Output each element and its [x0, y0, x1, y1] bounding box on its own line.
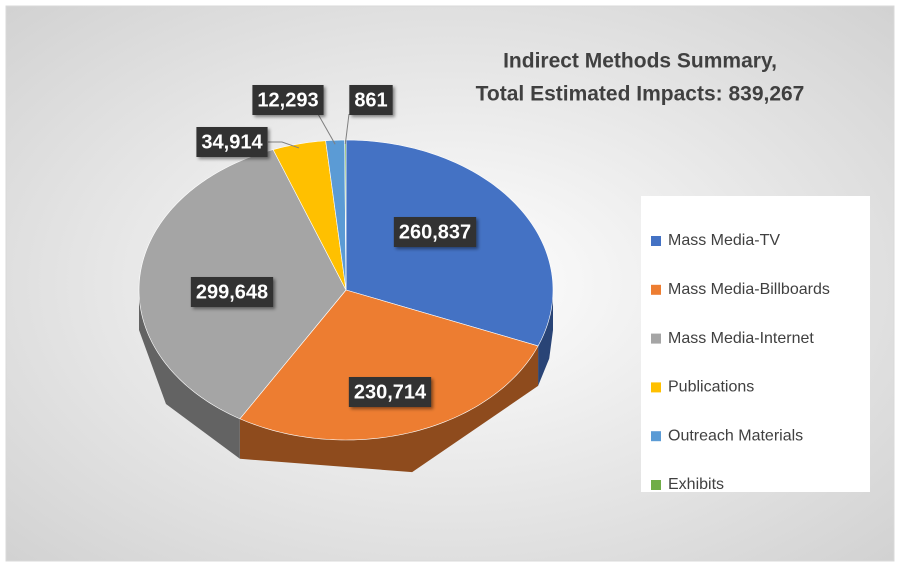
legend-swatch	[651, 284, 661, 295]
legend-box	[641, 196, 870, 492]
legend-label: Mass Media-Billboards	[668, 281, 830, 298]
legend-swatch	[651, 382, 661, 393]
leader-line	[317, 113, 336, 145]
pie-slice	[239, 289, 539, 441]
data-label-box	[190, 277, 274, 307]
data-label-box	[196, 127, 268, 157]
leader-line	[268, 141, 300, 149]
legend-swatch	[651, 333, 661, 344]
legend-swatch	[651, 480, 661, 490]
data-label: 12,293	[257, 89, 318, 111]
data-label: 299,648	[196, 281, 268, 303]
pie-slice-side	[538, 290, 553, 386]
legend-swatch	[651, 236, 661, 246]
pie-slice-side	[139, 290, 240, 459]
data-label: 861	[354, 89, 387, 111]
legend-label: Exhibits	[668, 476, 724, 493]
legend-label: Publications	[668, 379, 754, 396]
leader-line	[344, 113, 350, 145]
data-label: 230,714	[354, 381, 427, 403]
pie-slice	[325, 139, 347, 291]
chart-title: Total Estimated Impacts: 839,267	[476, 83, 805, 106]
data-label: 260,837	[399, 221, 471, 243]
data-label-box	[393, 217, 477, 247]
legend-label: Mass Media-Internet	[668, 330, 814, 347]
legend-label: Mass Media-TV	[668, 232, 780, 249]
pie-slice	[272, 140, 347, 291]
data-label: 34,914	[201, 131, 263, 153]
chart-title: Indirect Methods Summary,	[503, 50, 777, 73]
data-label-box	[348, 377, 432, 407]
data-label-box	[252, 85, 324, 115]
legend-swatch	[651, 431, 661, 442]
pie-slice-side	[239, 345, 539, 473]
data-label-box	[349, 85, 393, 115]
legend-label: Outreach Materials	[668, 427, 803, 444]
